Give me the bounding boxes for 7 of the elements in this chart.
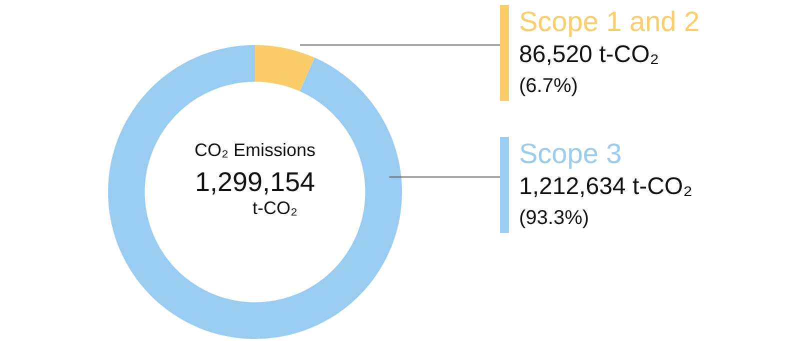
text: CO₂ Emissions xyxy=(193,140,316,161)
text: 1,299,154 xyxy=(194,167,316,198)
text: t-CO₂ xyxy=(252,198,298,219)
data-label: 1,212,634 t-CO₂ (93.3%) xyxy=(519,172,692,231)
slice-label: Scope 3 xyxy=(519,137,623,171)
slice-label: Scope 1 and 2 xyxy=(519,5,700,39)
data-label: 86,520 t-CO₂ (6.7%) xyxy=(519,40,660,99)
